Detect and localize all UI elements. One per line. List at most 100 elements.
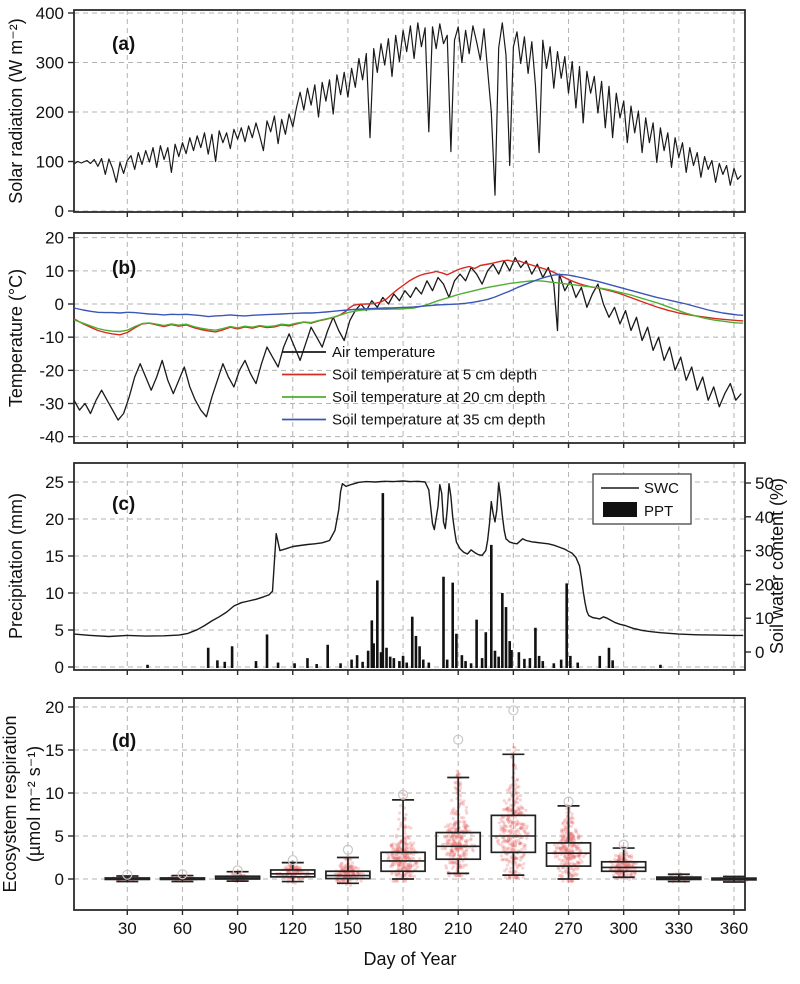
jitter-point [562, 845, 567, 850]
jitter-point [397, 848, 401, 853]
jitter-point [342, 879, 346, 883]
jitter-point [508, 837, 512, 841]
jitter-point [405, 835, 409, 839]
jitter-point [574, 827, 578, 832]
jitter-point [567, 855, 571, 859]
y-tick-label-right: 10 [755, 609, 774, 628]
outlier-marker [508, 705, 519, 716]
jitter-point [579, 849, 583, 853]
ppt-bar [370, 620, 374, 668]
jitter-point [619, 863, 623, 867]
jitter-point [443, 825, 448, 829]
jitter-point [510, 827, 514, 831]
jitter-point [564, 871, 569, 875]
jitter-point [523, 847, 527, 851]
ppt-bar [464, 661, 467, 668]
jitter-point [566, 848, 570, 853]
jitter-point [633, 861, 637, 866]
jitter-point [501, 827, 505, 831]
ppt-bar [537, 655, 541, 668]
jitter-point [520, 825, 524, 830]
jitter-point [463, 825, 467, 830]
jitter-point [616, 858, 621, 862]
jitter-point [389, 844, 393, 848]
y-axis-title-solar: Solar radiation (W m⁻²) [6, 18, 26, 204]
jitter-point [458, 854, 462, 858]
jitter-point [520, 856, 524, 860]
y-tick-label: -40 [39, 428, 64, 447]
jitter-point [505, 824, 509, 829]
jitter-point [406, 853, 410, 857]
jitter-point [574, 829, 578, 834]
y-tick-label: 5 [55, 827, 64, 846]
jitter-point [507, 809, 511, 813]
jitter-point [554, 845, 559, 849]
jitter-point [515, 856, 519, 861]
jitter-point [506, 817, 510, 822]
ppt-bar [523, 658, 526, 668]
jitter-point [447, 827, 451, 832]
jitter-point [506, 807, 510, 811]
jitter-point [514, 823, 518, 827]
jitter-point [452, 838, 456, 842]
jitter-point [618, 862, 622, 866]
jitter-point [568, 861, 572, 865]
jitter-point [395, 845, 399, 849]
jitter-point [514, 800, 518, 804]
x-tick-label: 360 [720, 919, 748, 938]
jitter-point [450, 826, 454, 830]
jitter-point [554, 847, 559, 851]
jitter-point [570, 866, 574, 870]
ppt-bar [508, 641, 511, 668]
jitter-point [451, 833, 455, 837]
jitter-point [464, 863, 468, 867]
jitter-point [394, 873, 398, 877]
outlier-marker [232, 865, 243, 876]
jitter-point [502, 829, 506, 833]
jitter-point [570, 846, 574, 850]
jitter-point [409, 843, 414, 847]
jitter-point [514, 822, 519, 826]
jitter-point [457, 834, 461, 839]
jitter-point [564, 862, 568, 866]
x-tick-label: 120 [279, 919, 307, 938]
jitter-point [450, 848, 454, 852]
jitter-point [404, 855, 408, 860]
jitter-point [452, 812, 456, 816]
y-tick-label-right: 20 [755, 575, 774, 594]
jitter-point [451, 838, 455, 842]
y-tick-label: 400 [36, 4, 64, 23]
jitter-point [356, 871, 360, 875]
jitter-point [458, 874, 462, 878]
jitter-point [465, 829, 469, 833]
jitter-point [458, 835, 462, 839]
jitter-point [507, 815, 511, 819]
jitter-point [575, 830, 579, 834]
jitter-point [351, 867, 355, 871]
jitter-point [516, 821, 520, 825]
jitter-point [578, 857, 582, 862]
jitter-point [514, 792, 518, 796]
jitter-point [561, 822, 565, 826]
ppt-bar [293, 663, 296, 668]
panel-border [73, 232, 746, 444]
jitter-point [410, 874, 414, 878]
jitter-point [456, 842, 460, 846]
jitter-point [454, 809, 458, 813]
jitter-point [463, 854, 467, 859]
jitter-point [460, 800, 464, 805]
jitter-point [570, 820, 574, 824]
jitter-point [393, 856, 397, 860]
y-axis-title-swc: Soil water content (%) [767, 478, 787, 654]
jitter-point [399, 863, 403, 868]
jitter-point [518, 841, 522, 846]
jitter-point [458, 864, 462, 868]
jitter-point [462, 849, 466, 854]
jitter-point [450, 835, 454, 839]
jitter-point [461, 854, 465, 858]
jitter-point [572, 837, 576, 841]
jitter-point [513, 842, 518, 846]
jitter-point [406, 825, 410, 829]
jitter-point [520, 822, 524, 826]
